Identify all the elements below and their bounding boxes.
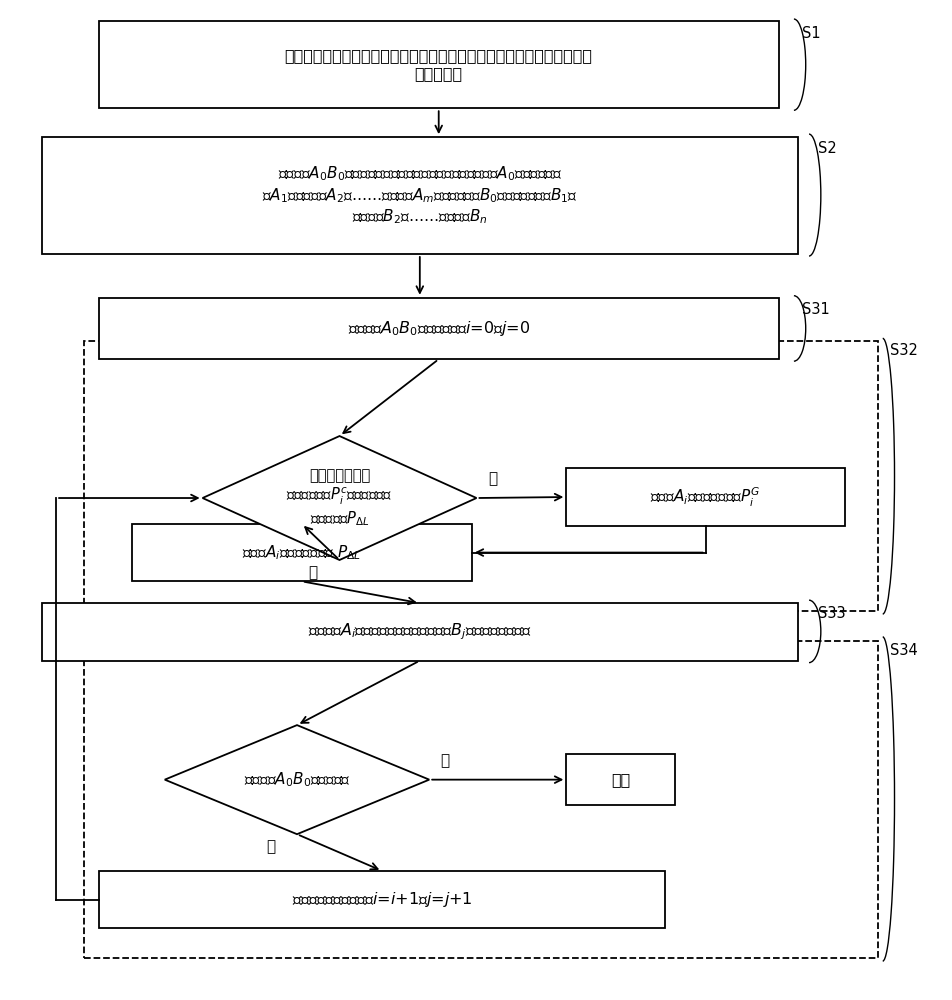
FancyBboxPatch shape [42, 137, 797, 254]
Text: 根据节点$A_i$火电机组上调功率，将节点$B_j$火电出力等量下调: 根据节点$A_i$火电机组上调功率，将节点$B_j$火电出力等量下调 [307, 622, 531, 642]
Text: 结束: 结束 [610, 772, 629, 787]
FancyBboxPatch shape [42, 603, 797, 661]
Text: S33: S33 [818, 606, 845, 621]
Text: S1: S1 [802, 26, 821, 41]
Text: S31: S31 [802, 302, 829, 317]
Text: 是: 是 [266, 839, 275, 854]
Text: 否: 否 [487, 471, 496, 486]
FancyBboxPatch shape [98, 21, 778, 108]
Text: 判断线路$A_0B_0$是否过负荷: 判断线路$A_0B_0$是否过负荷 [244, 770, 350, 789]
Text: 将节点$A_i$的火电出力上调$P_i^G$: 将节点$A_i$的火电出力上调$P_i^G$ [649, 485, 760, 509]
Text: S34: S34 [889, 643, 917, 658]
FancyBboxPatch shape [98, 871, 664, 928]
FancyBboxPatch shape [131, 524, 471, 581]
FancyBboxPatch shape [565, 754, 674, 805]
FancyBboxPatch shape [98, 298, 778, 359]
Text: S32: S32 [889, 343, 917, 358]
Text: 确定线路$A_0B_0$过负荷，并根据所述最短路径集合获得与节点$A_0$的距离最近节
点$A_1$、次近节点$A_2$、……最远节点$A_m$；以及与节点$B: 确定线路$A_0B_0$过负荷，并根据所述最短路径集合获得与节点$A_0$的距离… [262, 165, 577, 226]
Polygon shape [165, 725, 428, 834]
Text: 获取线路$A_0B_0$过负荷功率，$i$=0，$j$=0: 获取线路$A_0B_0$过负荷功率，$i$=0，$j$=0 [347, 319, 529, 338]
Polygon shape [203, 436, 476, 560]
Text: S2: S2 [818, 141, 837, 156]
Text: 重新获取过负荷功率且$i$=$i$+1，$j$=$j$+1: 重新获取过负荷功率且$i$=$i$+1，$j$=$j$+1 [291, 890, 472, 909]
Text: 判断火电机组的
剩余发电容量$P_i^c$是否大于等于
过负荷功率$P_{\Delta L}$: 判断火电机组的 剩余发电容量$P_i^c$是否大于等于 过负荷功率$P_{\De… [286, 468, 392, 528]
Text: 将节点$A_i$的火电出力上调 $P_{\Delta L}$: 将节点$A_i$的火电出力上调 $P_{\Delta L}$ [242, 543, 361, 562]
Text: 否: 否 [440, 753, 449, 768]
FancyBboxPatch shape [565, 468, 844, 526]
Text: 采用最短路径法求取输电网络中任意两节点间的最短电气距离，并构成最
短路径集合: 采用最短路径法求取输电网络中任意两节点间的最短电气距离，并构成最 短路径集合 [285, 48, 592, 81]
Text: 是: 是 [308, 565, 317, 580]
